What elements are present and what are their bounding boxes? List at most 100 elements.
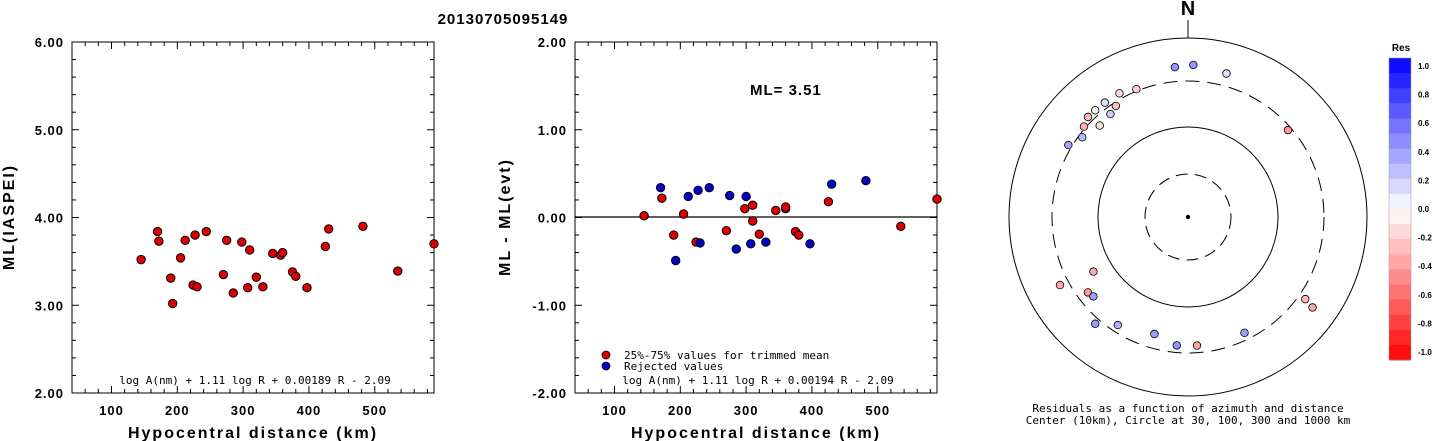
rejected-point: [693, 185, 703, 195]
ml-point: [152, 226, 163, 237]
ml-point: [201, 226, 211, 237]
station-residual-point: [1113, 320, 1123, 330]
middle-y-tick-label: -1.00: [532, 298, 567, 313]
left-x-tick-label: 400: [297, 403, 322, 418]
trimmed-point: [639, 211, 649, 221]
colorbar-segment: [1389, 133, 1411, 150]
left-x-tick-label: 500: [362, 403, 387, 418]
left-x-tick-label: 300: [231, 403, 256, 418]
station-residual-point: [1115, 89, 1124, 98]
station-residual-point: [1240, 328, 1249, 338]
ml-annotation: ML= 3.51: [750, 82, 822, 99]
middle-formula: log A(nm) + 1.11 log R + 0.00194 R - 2.0…: [622, 374, 894, 387]
trimmed-point: [657, 193, 667, 203]
left-x-tick-label: 200: [165, 403, 190, 418]
station-residual-point: [1192, 341, 1202, 350]
trimmed-point: [771, 205, 781, 216]
ml-point: [320, 241, 331, 252]
colorbar-tick-label: 0.2: [1418, 176, 1430, 185]
trimmed-point: [794, 230, 804, 240]
ml-point: [154, 236, 164, 246]
ml-point: [302, 283, 312, 293]
station-residual-point: [1170, 63, 1180, 72]
ml-point: [323, 224, 334, 234]
rejected-point: [746, 239, 756, 249]
ml-point: [180, 235, 190, 246]
ml-point: [166, 273, 176, 283]
ml-point: [291, 271, 301, 281]
colorbar-tick-label: -0.4: [1418, 262, 1432, 271]
colorbar-segment: [1389, 314, 1411, 331]
ml-point: [258, 282, 268, 292]
colorbar-tick-label: 0.8: [1418, 91, 1430, 100]
ml-point: [190, 230, 200, 240]
station-residual-point: [1091, 106, 1100, 115]
colorbar-segment: [1389, 88, 1411, 104]
left-y-tick-label: 4.00: [35, 211, 64, 226]
left-y-tick-label: 2.00: [35, 386, 64, 401]
rejected-point: [683, 191, 693, 202]
middle-y-tick-label: 1.00: [538, 123, 567, 138]
station-residual-point: [1055, 280, 1065, 290]
station-residual-point: [1100, 98, 1110, 107]
station-residual-point: [1283, 125, 1293, 135]
ml-point: [245, 245, 255, 255]
colorbar-title: Res: [1392, 43, 1411, 54]
colorbar-tick-label: 0.6: [1418, 119, 1430, 128]
colorbar-tick-label: 0.0: [1418, 205, 1430, 214]
rejected-point: [861, 175, 871, 186]
station-residual-point: [1106, 109, 1115, 119]
legend-trimmed-label: 25%-75% values for trimmed mean: [624, 349, 829, 362]
epicenter-dot: [1185, 214, 1191, 220]
polar-caption-line1: Residuals as a function of azimuth and d…: [1032, 402, 1343, 415]
rejected-point: [655, 182, 666, 193]
colorbar-segment: [1389, 73, 1411, 89]
ml-point: [175, 253, 186, 263]
rejected-point: [805, 239, 815, 249]
ring-300km: [1051, 80, 1325, 354]
polar-panel: N Residuals as a function of azimuth and…: [1008, 0, 1368, 427]
middle-x-tick-label: 500: [865, 403, 890, 418]
left-y-axis-title: ML(IASPEI): [1, 164, 18, 270]
colorbar-segment: [1389, 269, 1411, 285]
colorbar-segment: [1389, 163, 1411, 180]
ml-point: [221, 235, 232, 246]
trimmed-point: [721, 225, 732, 236]
legend-rejected-marker: [601, 361, 611, 371]
station-residual-point: [1089, 292, 1098, 301]
ml-point: [168, 298, 178, 309]
left-y-tick-label: 3.00: [35, 298, 64, 313]
station-residual-point: [1150, 329, 1159, 339]
rejected-point: [826, 179, 837, 189]
ring-1000km: [1008, 37, 1368, 397]
colorbar-segment: [1389, 58, 1411, 74]
station-points: [1055, 60, 1317, 350]
residual-colorbar: Res 1.0 0.8 0.6 0.4 0.2 0.0 -0.2 -0.4 -0.6 -0.8 -1…: [1388, 43, 1432, 361]
rejected-point: [704, 182, 714, 193]
colorbar-segment: [1389, 178, 1411, 195]
station-residual-point: [1091, 319, 1100, 328]
left-y-tick-label: 6.00: [35, 35, 64, 50]
north-label: N: [1181, 0, 1195, 20]
colorbar-segment: [1389, 209, 1411, 225]
colorbar-segment: [1389, 224, 1411, 240]
rejected-point: [695, 238, 705, 248]
trimmed-point: [823, 197, 834, 207]
left-ticks: 100 200 300 400 500 2.00 3.00 4.00 5.00 6.00: [35, 35, 434, 418]
station-residual-point: [1172, 341, 1181, 350]
rejected-point: [741, 191, 751, 202]
station-residual-point: [1301, 294, 1310, 304]
station-residual-point: [1111, 101, 1121, 111]
trimmed-point: [740, 204, 750, 214]
trimmed-point: [678, 209, 689, 219]
colorbar-border: [1388, 57, 1412, 361]
middle-y-tick-label: 0.00: [538, 211, 567, 226]
colorbar-segment: [1389, 239, 1411, 255]
rejected-point: [671, 255, 681, 266]
trimmed-point: [754, 229, 764, 239]
ml-point: [358, 221, 368, 231]
ring-30km: [1144, 173, 1232, 261]
colorbar-segment: [1389, 103, 1411, 119]
left-panel: 100 200 300 400 500 2.00 3.00 4.00 5.00 6.00 log …: [1, 35, 439, 441]
rejected-point: [761, 237, 771, 247]
